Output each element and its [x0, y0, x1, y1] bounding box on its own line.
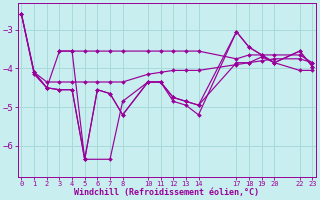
X-axis label: Windchill (Refroidissement éolien,°C): Windchill (Refroidissement éolien,°C) [75, 188, 260, 197]
